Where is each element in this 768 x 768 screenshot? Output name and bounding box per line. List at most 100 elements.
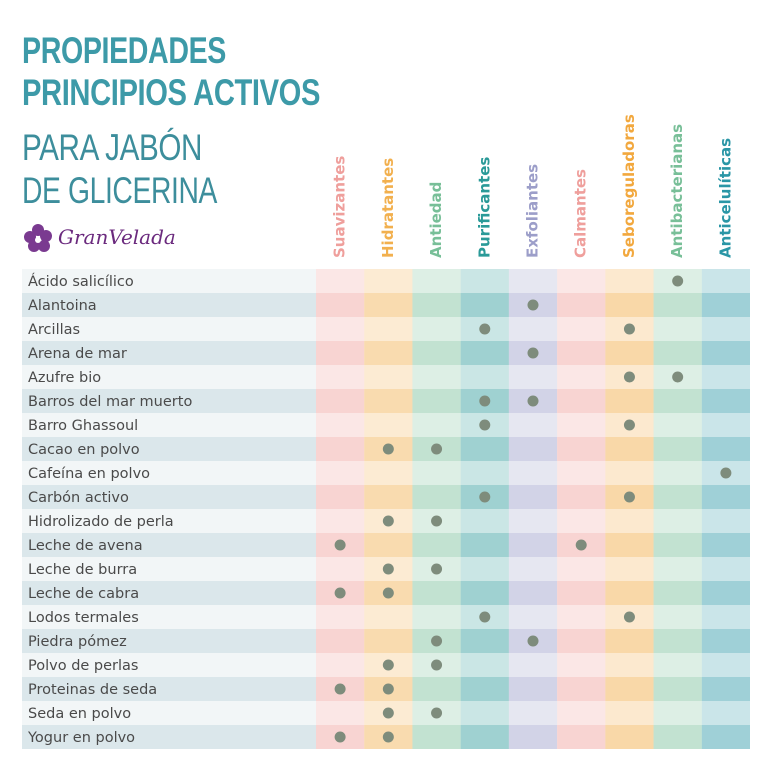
row-label: Ácido salicílico xyxy=(28,273,134,290)
column-header: Antiedad xyxy=(427,182,445,258)
row-label-cell xyxy=(22,413,316,437)
cell xyxy=(412,365,461,389)
cell xyxy=(701,509,750,533)
row-label: Leche de burra xyxy=(28,562,137,578)
row-label-cell xyxy=(22,701,316,725)
title-line: PRINCIPIOS ACTIVOS xyxy=(22,72,320,113)
dot xyxy=(431,443,443,455)
row-label-cell xyxy=(22,365,316,389)
cell xyxy=(460,509,509,533)
row-label: Hidrolizado de perla xyxy=(28,514,174,530)
row-label: Proteinas de seda xyxy=(28,682,157,698)
cell xyxy=(605,389,654,413)
cell xyxy=(557,629,606,653)
cell xyxy=(508,701,558,725)
row-label-cell xyxy=(22,293,316,317)
column-header: Suavizantes xyxy=(331,156,349,258)
dot xyxy=(382,659,394,671)
cell xyxy=(316,413,365,437)
cell xyxy=(412,605,461,629)
column-header: Anticelulíticas xyxy=(716,138,734,258)
cell xyxy=(316,605,365,629)
dot xyxy=(623,371,635,383)
cell xyxy=(557,389,606,413)
cell xyxy=(316,461,365,485)
cell xyxy=(701,269,750,293)
row-label: Yogur en polvo xyxy=(27,730,135,746)
column-header: Antibacterianas xyxy=(668,124,686,258)
dot xyxy=(575,539,587,551)
cell xyxy=(557,581,606,605)
cell xyxy=(701,413,750,437)
row-label-cell xyxy=(22,461,316,485)
cell xyxy=(653,605,702,629)
cell xyxy=(653,317,702,341)
cell xyxy=(701,677,750,701)
cell xyxy=(460,293,509,317)
cell xyxy=(701,485,750,509)
row-label: Piedra pómez xyxy=(28,634,127,650)
row-label-cell xyxy=(22,677,316,701)
cell xyxy=(460,437,509,461)
dot xyxy=(431,635,443,647)
cell xyxy=(460,581,509,605)
cell xyxy=(508,365,558,389)
title-line: PROPIEDADES xyxy=(22,30,226,71)
row-label: Alantoina xyxy=(28,298,97,314)
cell xyxy=(460,701,509,725)
cell xyxy=(412,485,461,509)
cell xyxy=(557,701,606,725)
cell xyxy=(557,509,606,533)
cell xyxy=(364,629,413,653)
dot xyxy=(334,587,346,599)
cell xyxy=(364,269,413,293)
cell xyxy=(316,389,365,413)
dot xyxy=(382,707,394,719)
cell xyxy=(412,581,461,605)
cell xyxy=(508,413,558,437)
cell xyxy=(653,725,702,749)
cell xyxy=(412,413,461,437)
cell xyxy=(460,653,509,677)
cell xyxy=(653,533,702,557)
cell xyxy=(653,701,702,725)
row-label: Cafeína en polvo xyxy=(28,466,150,482)
cell xyxy=(701,317,750,341)
dot xyxy=(382,731,394,743)
cell xyxy=(653,485,702,509)
cell xyxy=(557,341,606,365)
dot xyxy=(623,491,635,503)
cell xyxy=(412,341,461,365)
cell xyxy=(557,605,606,629)
cell xyxy=(316,485,365,509)
cell xyxy=(701,605,750,629)
cell xyxy=(701,725,750,749)
column-header: Calmantes xyxy=(572,169,590,258)
cell xyxy=(605,509,654,533)
row-label-cell xyxy=(22,389,316,413)
row-label-cell xyxy=(22,581,316,605)
row-label-cell xyxy=(22,533,316,557)
cell xyxy=(605,629,654,653)
cell xyxy=(605,581,654,605)
cell xyxy=(316,701,365,725)
cell xyxy=(605,653,654,677)
cell xyxy=(605,533,654,557)
dot xyxy=(527,635,539,647)
dot xyxy=(431,515,443,527)
dot xyxy=(382,443,394,455)
cell xyxy=(364,533,413,557)
cell xyxy=(653,581,702,605)
cell xyxy=(412,461,461,485)
cell xyxy=(364,389,413,413)
cell xyxy=(316,365,365,389)
row-label-cell xyxy=(22,629,316,653)
brand-name: GranVelada xyxy=(58,225,176,249)
cell xyxy=(557,461,606,485)
dot xyxy=(720,467,732,479)
cell xyxy=(557,725,606,749)
cell xyxy=(701,581,750,605)
cell xyxy=(316,437,365,461)
row-label: Arcillas xyxy=(28,322,80,338)
